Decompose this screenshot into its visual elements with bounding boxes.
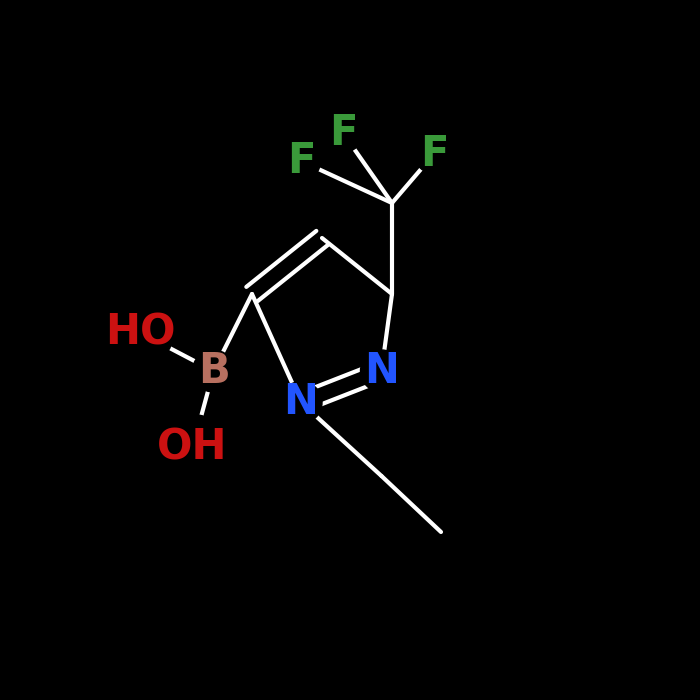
Text: F: F [287, 140, 315, 182]
Circle shape [360, 350, 402, 392]
Circle shape [280, 382, 322, 423]
Circle shape [414, 134, 454, 174]
Circle shape [106, 299, 174, 366]
Text: F: F [420, 133, 448, 175]
Circle shape [323, 113, 363, 153]
Text: F: F [329, 112, 357, 154]
Circle shape [193, 350, 235, 392]
Text: N: N [284, 382, 318, 423]
Text: N: N [364, 350, 399, 392]
Text: B: B [197, 350, 230, 392]
Circle shape [281, 141, 321, 181]
Text: HO: HO [105, 312, 175, 354]
Text: OH: OH [158, 427, 228, 469]
Circle shape [159, 414, 226, 482]
